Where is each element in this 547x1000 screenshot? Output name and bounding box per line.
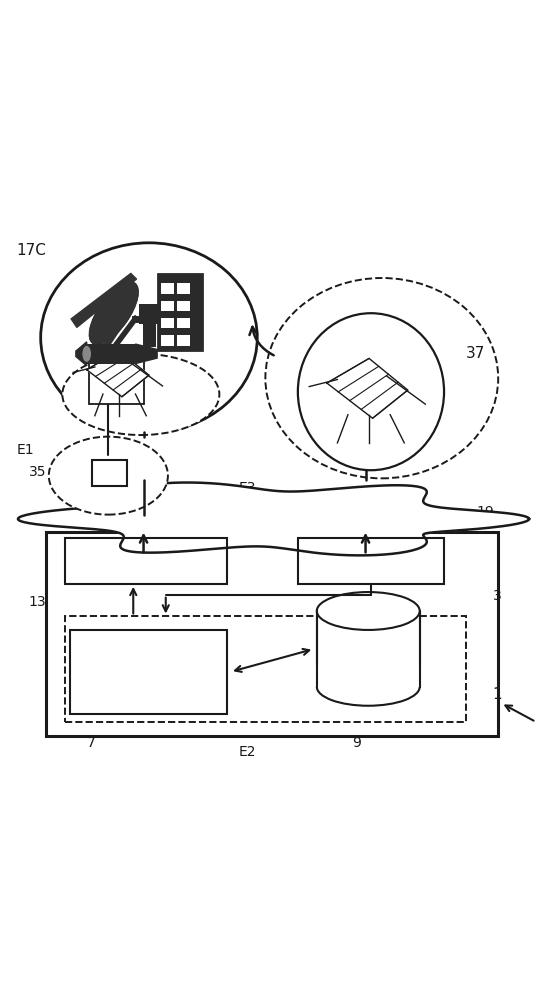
Ellipse shape	[49, 437, 168, 515]
FancyBboxPatch shape	[71, 630, 228, 714]
Text: 9: 9	[352, 736, 361, 750]
FancyBboxPatch shape	[314, 665, 422, 687]
Polygon shape	[71, 273, 137, 327]
FancyBboxPatch shape	[92, 460, 127, 486]
Polygon shape	[327, 358, 408, 418]
FancyBboxPatch shape	[143, 324, 156, 347]
Text: 7: 7	[87, 736, 96, 750]
Ellipse shape	[89, 282, 138, 345]
Ellipse shape	[62, 354, 219, 435]
Text: 19: 19	[476, 505, 494, 519]
Ellipse shape	[82, 345, 91, 362]
Text: 1: 1	[493, 687, 502, 702]
FancyBboxPatch shape	[177, 283, 190, 294]
Ellipse shape	[298, 313, 444, 470]
Text: 13: 13	[29, 595, 46, 609]
FancyBboxPatch shape	[177, 301, 190, 311]
FancyBboxPatch shape	[87, 344, 136, 364]
Polygon shape	[87, 351, 149, 397]
FancyBboxPatch shape	[65, 538, 228, 584]
FancyBboxPatch shape	[177, 335, 190, 346]
Text: E4: E4	[187, 568, 205, 582]
Polygon shape	[76, 342, 87, 366]
FancyBboxPatch shape	[161, 301, 173, 311]
Ellipse shape	[265, 278, 498, 478]
FancyBboxPatch shape	[298, 538, 444, 584]
FancyBboxPatch shape	[157, 273, 203, 351]
Text: 37: 37	[465, 346, 485, 361]
Text: E3: E3	[238, 481, 256, 495]
FancyBboxPatch shape	[89, 359, 143, 404]
Text: E1: E1	[16, 443, 34, 457]
Ellipse shape	[317, 668, 420, 706]
FancyBboxPatch shape	[161, 318, 173, 328]
Text: 3: 3	[493, 589, 502, 603]
Polygon shape	[136, 344, 157, 364]
Polygon shape	[18, 483, 529, 555]
FancyBboxPatch shape	[46, 532, 498, 736]
Text: 17C: 17C	[16, 243, 46, 258]
Ellipse shape	[40, 243, 257, 432]
FancyBboxPatch shape	[161, 283, 173, 294]
Text: E2: E2	[238, 745, 256, 759]
FancyBboxPatch shape	[161, 335, 173, 346]
FancyBboxPatch shape	[317, 611, 420, 687]
Polygon shape	[102, 319, 125, 347]
Text: 35: 35	[29, 465, 46, 479]
Ellipse shape	[317, 592, 420, 630]
FancyBboxPatch shape	[139, 304, 158, 324]
FancyBboxPatch shape	[177, 318, 190, 328]
